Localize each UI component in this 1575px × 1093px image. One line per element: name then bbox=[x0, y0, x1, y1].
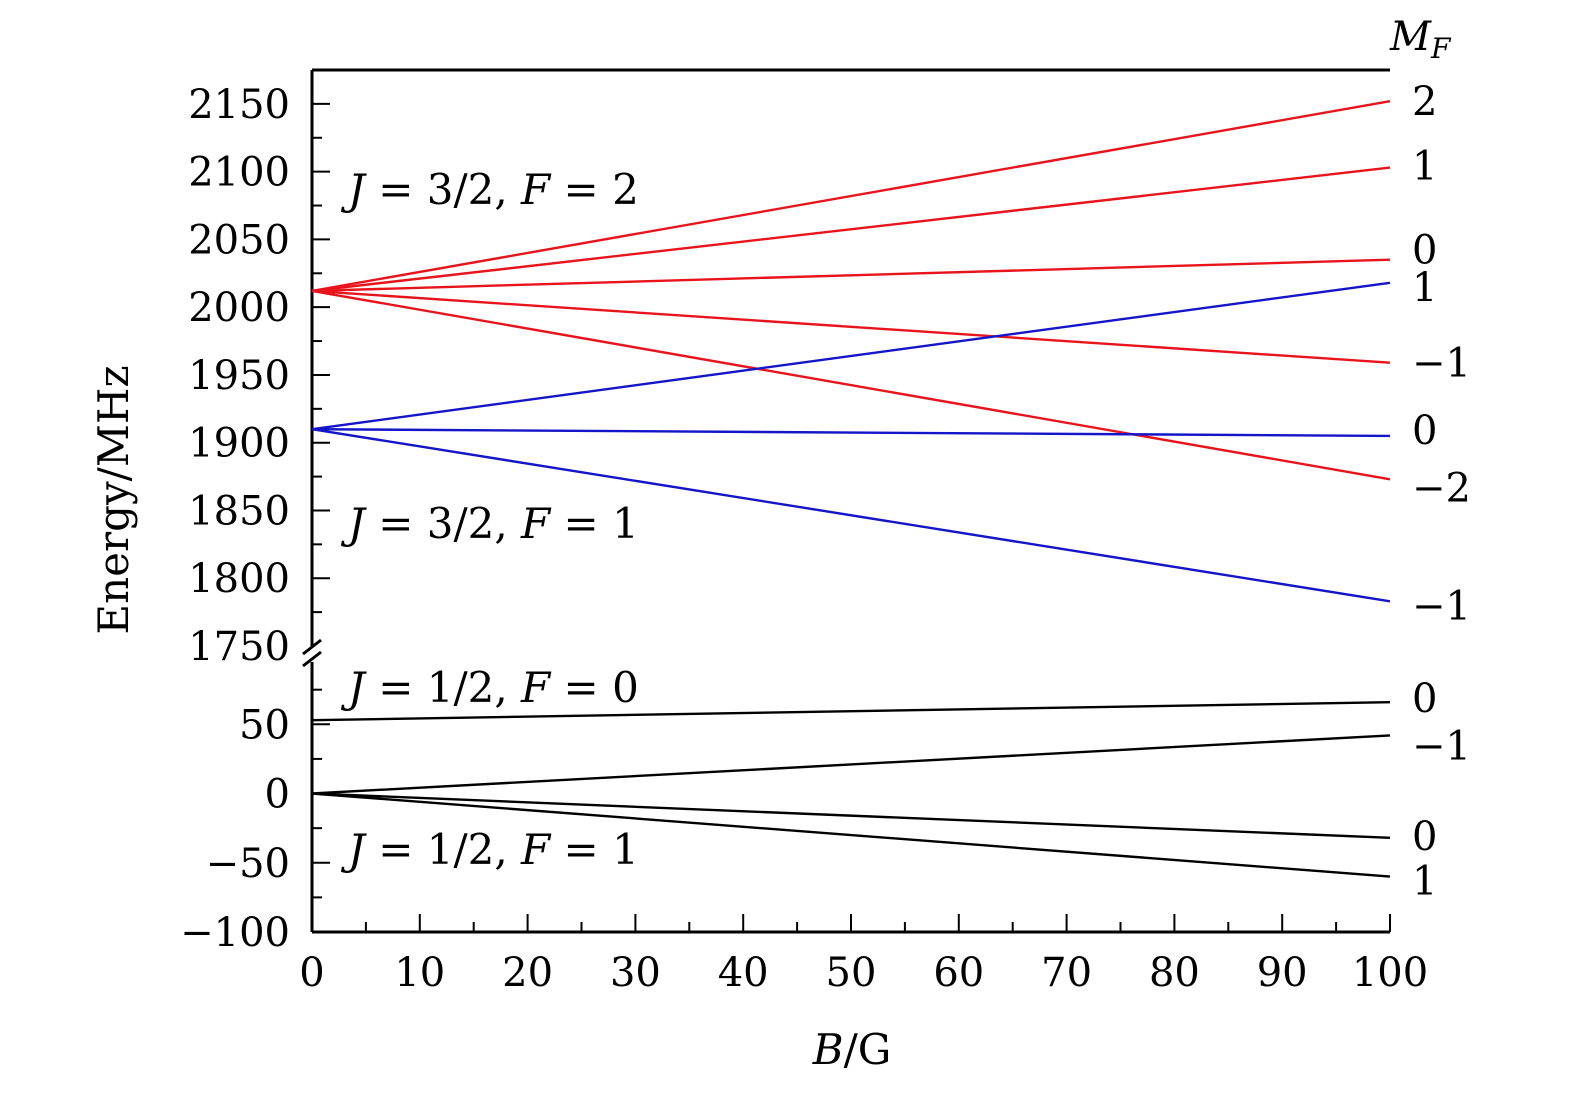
annotation-label: J = 3/2, F = 2 bbox=[340, 165, 639, 214]
x-tick-label: 80 bbox=[1149, 950, 1200, 996]
x-tick-label: 90 bbox=[1257, 950, 1308, 996]
series-line bbox=[311, 166, 1391, 293]
y-tick-label-upper: 1950 bbox=[188, 353, 290, 399]
x-tick-label: 30 bbox=[610, 950, 661, 996]
mf-label: 1 bbox=[1412, 144, 1437, 190]
series-line bbox=[311, 100, 1391, 293]
annotation-label: J = 1/2, F = 0 bbox=[340, 663, 639, 712]
series-line bbox=[311, 792, 1391, 839]
series-lines bbox=[311, 100, 1391, 878]
x-tick-label: 10 bbox=[394, 950, 445, 996]
mf-label: −1 bbox=[1412, 341, 1471, 387]
x-axis-ticks: 0 10 20 30 40 50 60 70 80 90 100 bbox=[299, 914, 1428, 996]
x-tick-label: 60 bbox=[933, 950, 984, 996]
mf-label: 1 bbox=[1412, 859, 1437, 905]
break-slash-1 bbox=[302, 638, 322, 656]
series-line bbox=[311, 281, 1391, 431]
mf-label: −1 bbox=[1412, 723, 1471, 769]
y-tick-label-upper: 2150 bbox=[188, 82, 290, 128]
series-line bbox=[311, 792, 1391, 878]
series-line bbox=[311, 289, 1391, 481]
series-line bbox=[311, 289, 1391, 364]
y-axis-ticks-lower: 50 0 −50 −100 bbox=[180, 688, 330, 956]
y-tick-label-upper: 2000 bbox=[188, 285, 290, 331]
y-tick-label-upper: 1900 bbox=[188, 421, 290, 467]
mf-label: 0 bbox=[1412, 814, 1437, 860]
series-line bbox=[311, 428, 1391, 438]
y-axis-label: Energy/MHz bbox=[89, 365, 138, 634]
annotation-label: J = 1/2, F = 1 bbox=[340, 825, 639, 874]
annotation-label: J = 3/2, F = 1 bbox=[340, 499, 639, 548]
x-tick-label: 20 bbox=[502, 950, 553, 996]
y-tick-label-lower: −100 bbox=[180, 910, 290, 956]
y-tick-label-upper: 1850 bbox=[188, 488, 290, 534]
break-slash-2 bbox=[302, 650, 322, 668]
series-line bbox=[311, 428, 1391, 603]
mf-header: MF bbox=[1389, 14, 1452, 65]
mf-label: 0 bbox=[1412, 228, 1437, 274]
x-axis-label: B/G bbox=[812, 1025, 892, 1074]
y-tick-label-upper: 1800 bbox=[188, 556, 290, 602]
mf-label: −2 bbox=[1412, 465, 1471, 511]
mf-label: −1 bbox=[1412, 583, 1471, 629]
series-line bbox=[311, 258, 1391, 293]
y-axis-ticks-upper: 1750 1800 1850 1900 1950 2000 2050 2100 2150 bbox=[188, 69, 330, 670]
x-tick-label: 40 bbox=[718, 950, 769, 996]
mf-label: 1 bbox=[1412, 265, 1437, 311]
mf-label: 2 bbox=[1412, 79, 1437, 125]
mf-label: 0 bbox=[1412, 676, 1437, 722]
series-line bbox=[311, 734, 1391, 795]
y-tick-label-upper: 2050 bbox=[188, 217, 290, 263]
series-line bbox=[311, 701, 1391, 722]
mf-label: 0 bbox=[1412, 408, 1437, 454]
y-tick-label-lower: −50 bbox=[206, 841, 290, 887]
y-tick-label-lower: 0 bbox=[265, 772, 290, 818]
y-tick-label-upper: 2100 bbox=[188, 150, 290, 196]
y-tick-label-lower: 50 bbox=[239, 702, 290, 748]
y-tick-label-upper: 1750 bbox=[188, 624, 290, 670]
x-tick-label: 100 bbox=[1352, 950, 1428, 996]
mf-labels: 210−1−210−10−101 bbox=[1412, 79, 1471, 904]
x-tick-label: 70 bbox=[1041, 950, 1092, 996]
x-tick-label: 50 bbox=[826, 950, 877, 996]
y-axis-break-mark bbox=[302, 638, 322, 668]
x-tick-label: 0 bbox=[299, 950, 324, 996]
